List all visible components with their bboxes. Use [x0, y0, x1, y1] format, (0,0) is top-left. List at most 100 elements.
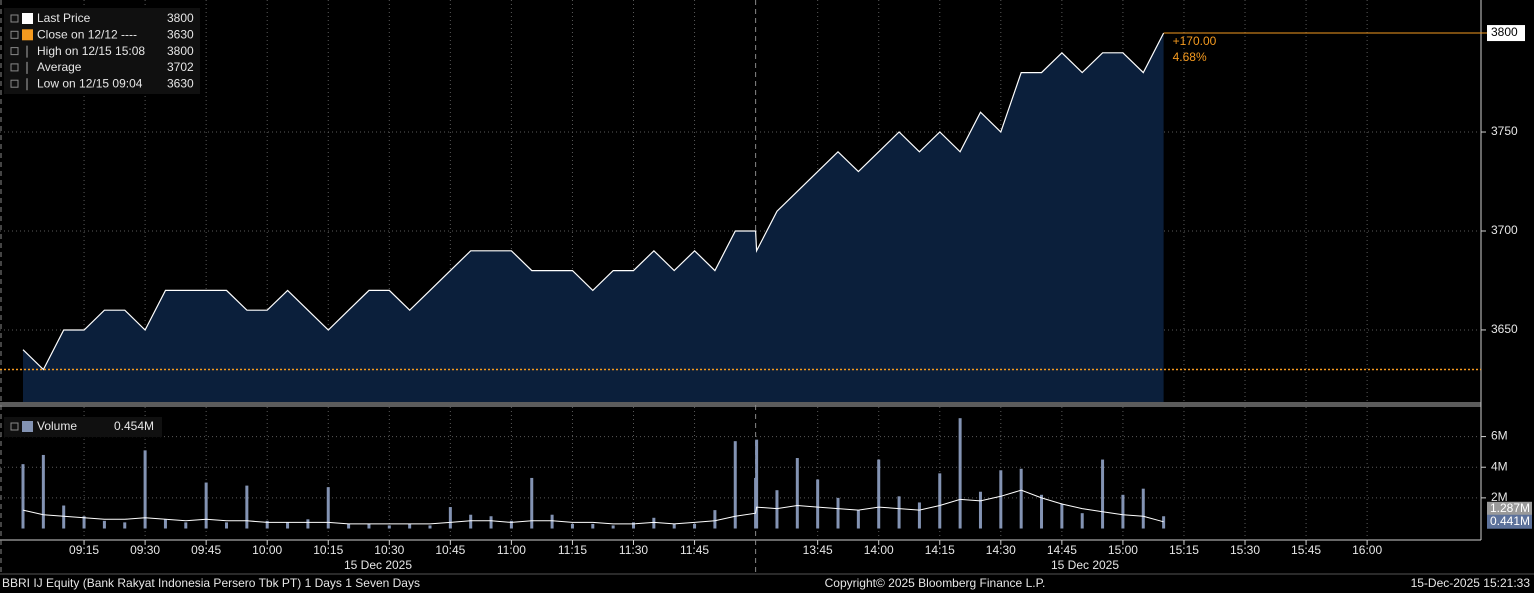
- volume-bar: [347, 523, 351, 529]
- volume-bar: [1040, 494, 1044, 529]
- volume-bar: [978, 491, 982, 529]
- volume-bar: [102, 520, 106, 529]
- volume-average-line: [22, 489, 1164, 525]
- legend-label: Low on 12/15 09:04: [37, 76, 143, 90]
- volume-bar: [408, 523, 412, 529]
- legend-label: Volume: [37, 419, 77, 433]
- x-tick-label: 11:15: [558, 543, 587, 557]
- footer-timestamp: 15-Dec-2025 15:21:33: [1411, 576, 1531, 590]
- change-pct-label: 4.68%: [1173, 50, 1207, 64]
- volume-bar: [755, 439, 759, 529]
- volume-bar: [225, 522, 228, 529]
- legend-box: [4, 8, 200, 94]
- footer-security: BBRI IJ Equity (Bank Rakyat Indonesia Pe…: [2, 576, 420, 590]
- volume-bar: [204, 482, 208, 529]
- volume-bar: [82, 516, 86, 529]
- x-tick-label: 13:45: [803, 543, 833, 557]
- legend-value: 0.454M: [114, 419, 154, 433]
- volume-bar: [367, 523, 371, 529]
- legend-value: 3800: [167, 11, 194, 25]
- x-tick-label: 09:30: [130, 543, 160, 557]
- volume-bar: [652, 517, 656, 529]
- x-tick-label: 10:15: [313, 543, 343, 557]
- x-tick-label: 11:45: [680, 543, 709, 557]
- volume-bar: [184, 522, 188, 529]
- price-area: [23, 33, 1164, 402]
- volume-bar: [795, 458, 799, 529]
- volume-bar: [265, 520, 269, 529]
- legend-expander: [10, 30, 19, 39]
- volume-bar: [21, 464, 25, 529]
- x-tick-label: 15:30: [1230, 543, 1260, 557]
- legend-value: 3702: [167, 60, 194, 74]
- legend-swatch: [22, 29, 33, 41]
- volume-bar: [530, 477, 534, 529]
- volume-bar: [1101, 459, 1105, 529]
- volume-bar: [1121, 494, 1125, 529]
- volume-bar: [897, 496, 901, 529]
- last-price-label: 3800: [1491, 25, 1518, 39]
- volume-bar: [1162, 516, 1166, 529]
- legend-expander: [10, 14, 19, 23]
- volume-bar: [733, 441, 737, 529]
- legend-label: High on 12/15 15:08: [37, 44, 145, 58]
- volume-bar: [306, 519, 310, 529]
- legend-expander: [10, 79, 19, 88]
- x-tick-label: 15:45: [1291, 543, 1321, 557]
- volume-bar: [591, 523, 595, 529]
- price-line: [22, 32, 1165, 371]
- volume-bar: [62, 505, 66, 529]
- volume-bar: [611, 525, 615, 529]
- legend-value: 3630: [167, 27, 194, 41]
- volume-bar: [693, 523, 697, 529]
- y-tick-label: 2M: [1491, 490, 1508, 504]
- legend-label: Last Price: [37, 11, 91, 25]
- plot: 09:15 09:30 09:45 10:00 10:15 10:30 10:45 11:00…: [0, 0, 1532, 574]
- volume-bar: [550, 514, 554, 529]
- x-tick-label: 11:30: [619, 543, 648, 557]
- x-tick-label: 11:00: [497, 543, 526, 557]
- volume-bar: [999, 470, 1003, 529]
- legend-value: 3630: [167, 76, 194, 90]
- x-date-label: 15 Dec 2025: [1051, 558, 1119, 572]
- volume-bar: [917, 502, 921, 529]
- volume-bar: [387, 525, 391, 529]
- volume-bar: [469, 514, 473, 529]
- legend-swatch: [22, 13, 33, 24]
- volume-bar: [877, 459, 881, 529]
- volume-bar: [1019, 468, 1023, 529]
- footer-copyright: Copyright© 2025 Bloomberg Finance L.P.: [825, 576, 1046, 590]
- volume-bar: [286, 522, 290, 529]
- legend-expander: [10, 47, 19, 56]
- volume-bar: [1080, 513, 1084, 529]
- legend-label: Average: [37, 60, 82, 74]
- legend-swatch: [22, 421, 33, 432]
- x-tick-label: 14:30: [986, 543, 1016, 557]
- right-value-box: [1487, 501, 1532, 516]
- x-date-label: 15 Dec 2025: [344, 558, 412, 572]
- volume-bar: [713, 510, 717, 529]
- volume-bar: [143, 450, 147, 529]
- x-tick-label: 09:15: [69, 543, 99, 557]
- volume-bar: [836, 497, 840, 529]
- x-tick-label: 10:30: [374, 543, 404, 557]
- right-value-box: [1487, 514, 1532, 529]
- volume-bar: [1060, 503, 1064, 529]
- x-tick-label: 14:15: [925, 543, 955, 557]
- volume-bar: [672, 523, 676, 529]
- volume-bar: [163, 519, 167, 529]
- volume-bar: [938, 473, 942, 529]
- y-tick-label: 4M: [1491, 459, 1508, 473]
- y-tick-label: 3650: [1491, 322, 1518, 336]
- volume-bar: [245, 485, 249, 529]
- x-tick-label: 09:45: [191, 543, 221, 557]
- x-tick-label: 14:00: [864, 543, 894, 557]
- legend-expander: [10, 422, 19, 431]
- volume-bar: [41, 454, 45, 529]
- x-tick-label: 14:45: [1047, 543, 1077, 557]
- volume-bar: [448, 507, 452, 529]
- legend-expander: [10, 63, 19, 72]
- volume-bar: [816, 479, 820, 529]
- volume-bar: [428, 525, 432, 529]
